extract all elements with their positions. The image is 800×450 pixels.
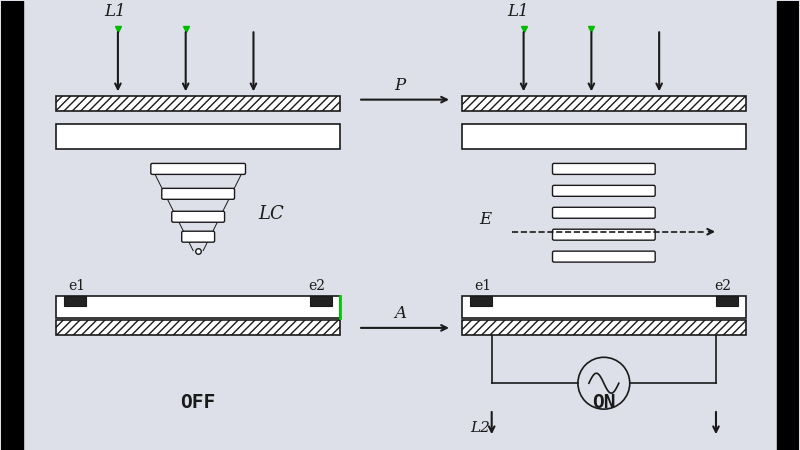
Text: L1: L1 xyxy=(104,4,126,20)
Bar xyxy=(56,124,340,149)
FancyBboxPatch shape xyxy=(162,189,234,199)
FancyBboxPatch shape xyxy=(553,185,655,196)
Text: OFF: OFF xyxy=(181,393,216,412)
Bar xyxy=(56,96,340,111)
Bar xyxy=(462,124,746,149)
Bar xyxy=(56,297,340,319)
FancyBboxPatch shape xyxy=(553,229,655,240)
Text: e1: e1 xyxy=(474,279,491,292)
Bar xyxy=(777,1,798,450)
Text: LC: LC xyxy=(258,205,284,223)
Bar xyxy=(56,320,340,335)
Bar xyxy=(64,297,86,306)
Text: e1: e1 xyxy=(68,279,85,292)
FancyBboxPatch shape xyxy=(553,163,655,175)
Text: L2: L2 xyxy=(470,421,490,435)
FancyBboxPatch shape xyxy=(172,211,225,222)
Text: L1: L1 xyxy=(508,4,530,20)
FancyBboxPatch shape xyxy=(182,231,214,242)
Text: e2: e2 xyxy=(714,279,731,292)
Bar xyxy=(462,96,746,111)
FancyBboxPatch shape xyxy=(553,251,655,262)
Text: A: A xyxy=(394,305,406,322)
Bar xyxy=(310,297,332,306)
FancyBboxPatch shape xyxy=(553,207,655,218)
Text: e2: e2 xyxy=(308,279,326,292)
Text: E: E xyxy=(480,211,492,228)
Bar xyxy=(462,320,746,335)
Bar xyxy=(470,297,492,306)
Bar xyxy=(716,297,738,306)
Bar xyxy=(462,297,746,319)
Text: P: P xyxy=(394,76,406,94)
Text: ON: ON xyxy=(592,393,615,412)
Bar xyxy=(2,1,23,450)
FancyBboxPatch shape xyxy=(151,163,246,175)
